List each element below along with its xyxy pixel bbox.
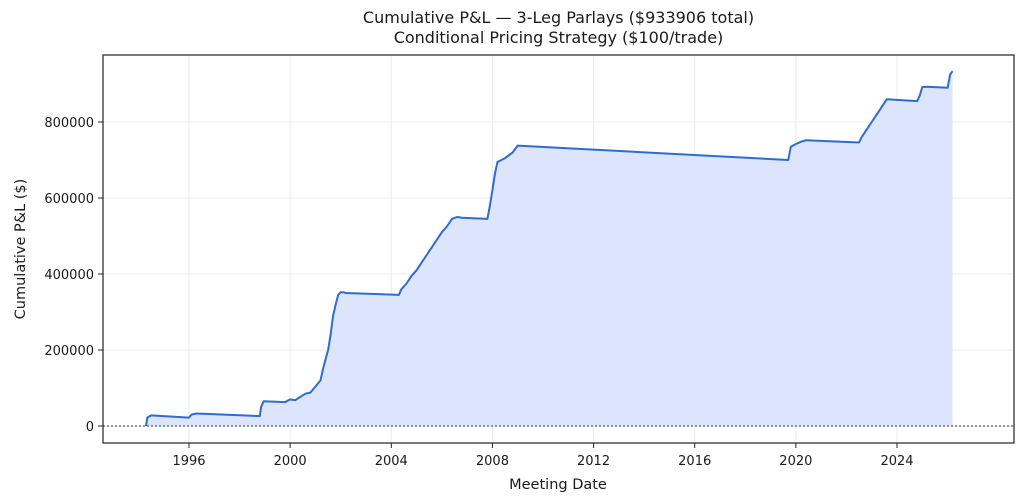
y-axis-ticks: 0 200000 400000 600000 800000: [44, 116, 103, 435]
y-axis-label: Cumulative P&L ($): [13, 179, 29, 320]
y-tick-label: 400000: [44, 268, 94, 283]
x-tick-label: 2016: [678, 454, 711, 469]
cumulative-pnl-line: [145, 70, 954, 427]
x-tick-label: 2004: [375, 454, 408, 469]
x-tick-label: 2008: [476, 454, 509, 469]
area-fill: [146, 71, 953, 426]
x-tick-label: 1996: [172, 454, 205, 469]
y-tick-label: 0: [86, 420, 94, 435]
x-axis-ticks: 1996 2000 2004 2008 2012 2016 2020 2024: [172, 443, 914, 469]
chart-title-line1: Cumulative P&L — 3-Leg Parlays ($933906 …: [362, 8, 755, 27]
y-tick-label: 800000: [44, 116, 94, 131]
x-tick-label: 2000: [274, 454, 307, 469]
x-axis-label: Meeting Date: [509, 477, 607, 493]
plot-frame: [102, 54, 1015, 444]
x-tick-label: 2012: [577, 454, 610, 469]
y-tick-label: 200000: [44, 344, 94, 359]
y-tick-label: 600000: [44, 192, 94, 207]
chart-title-line2: Conditional Pricing Strategy ($100/trade…: [393, 28, 724, 47]
x-tick-label: 2024: [880, 454, 913, 469]
x-tick-label: 2020: [779, 454, 812, 469]
